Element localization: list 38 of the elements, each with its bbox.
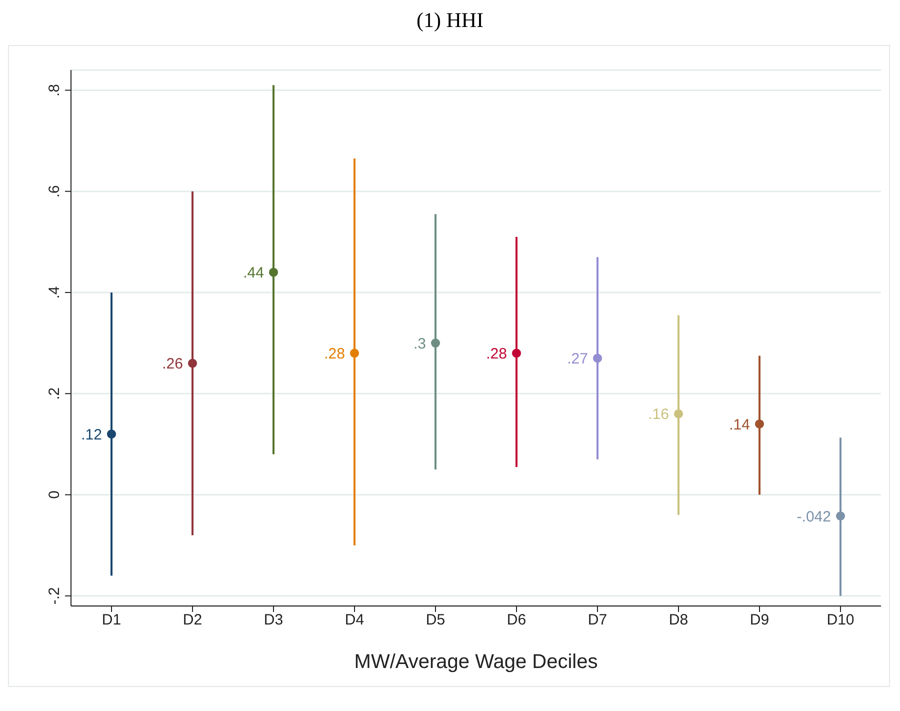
point <box>592 354 602 363</box>
point <box>430 338 440 348</box>
x-tick-label: D9 <box>750 612 770 629</box>
data-label: -.042 <box>796 508 831 526</box>
point <box>188 358 198 368</box>
data-label: .3 <box>413 335 426 352</box>
point <box>754 419 764 428</box>
y-tick-label: .2 <box>46 387 63 400</box>
point <box>268 268 278 277</box>
y-tick-label: .8 <box>46 84 63 96</box>
data-label: .44 <box>243 264 264 282</box>
data-label: .16 <box>648 406 669 424</box>
data-label: .26 <box>162 356 183 373</box>
chart-title: (1) HHI <box>415 8 485 33</box>
x-tick-label: D1 <box>102 612 122 629</box>
x-tick-label: D3 <box>264 612 284 629</box>
y-tick-label: .6 <box>46 185 63 198</box>
x-tick-label: D8 <box>668 612 688 629</box>
y-tick-label: 0 <box>46 490 63 499</box>
data-label: .12 <box>81 426 102 444</box>
point <box>674 409 684 418</box>
y-tick-label: -.2 <box>46 587 63 605</box>
x-tick-label: D4 <box>344 612 364 629</box>
point <box>512 348 522 358</box>
x-tick-label: D7 <box>588 612 608 629</box>
point <box>106 430 116 439</box>
data-label: .14 <box>729 416 750 434</box>
data-label: .27 <box>567 350 588 368</box>
point <box>350 348 360 358</box>
x-axis-title: MW/Average Wage Deciles <box>354 651 598 673</box>
x-tick-label: D2 <box>182 612 202 629</box>
point <box>836 511 846 520</box>
y-tick-label: .4 <box>46 286 63 299</box>
x-tick-label: D6 <box>506 612 526 629</box>
data-label: .28 <box>324 345 345 362</box>
x-tick-label: D10 <box>826 612 854 629</box>
data-label: .28 <box>486 345 507 362</box>
x-tick-label: D5 <box>426 612 446 629</box>
